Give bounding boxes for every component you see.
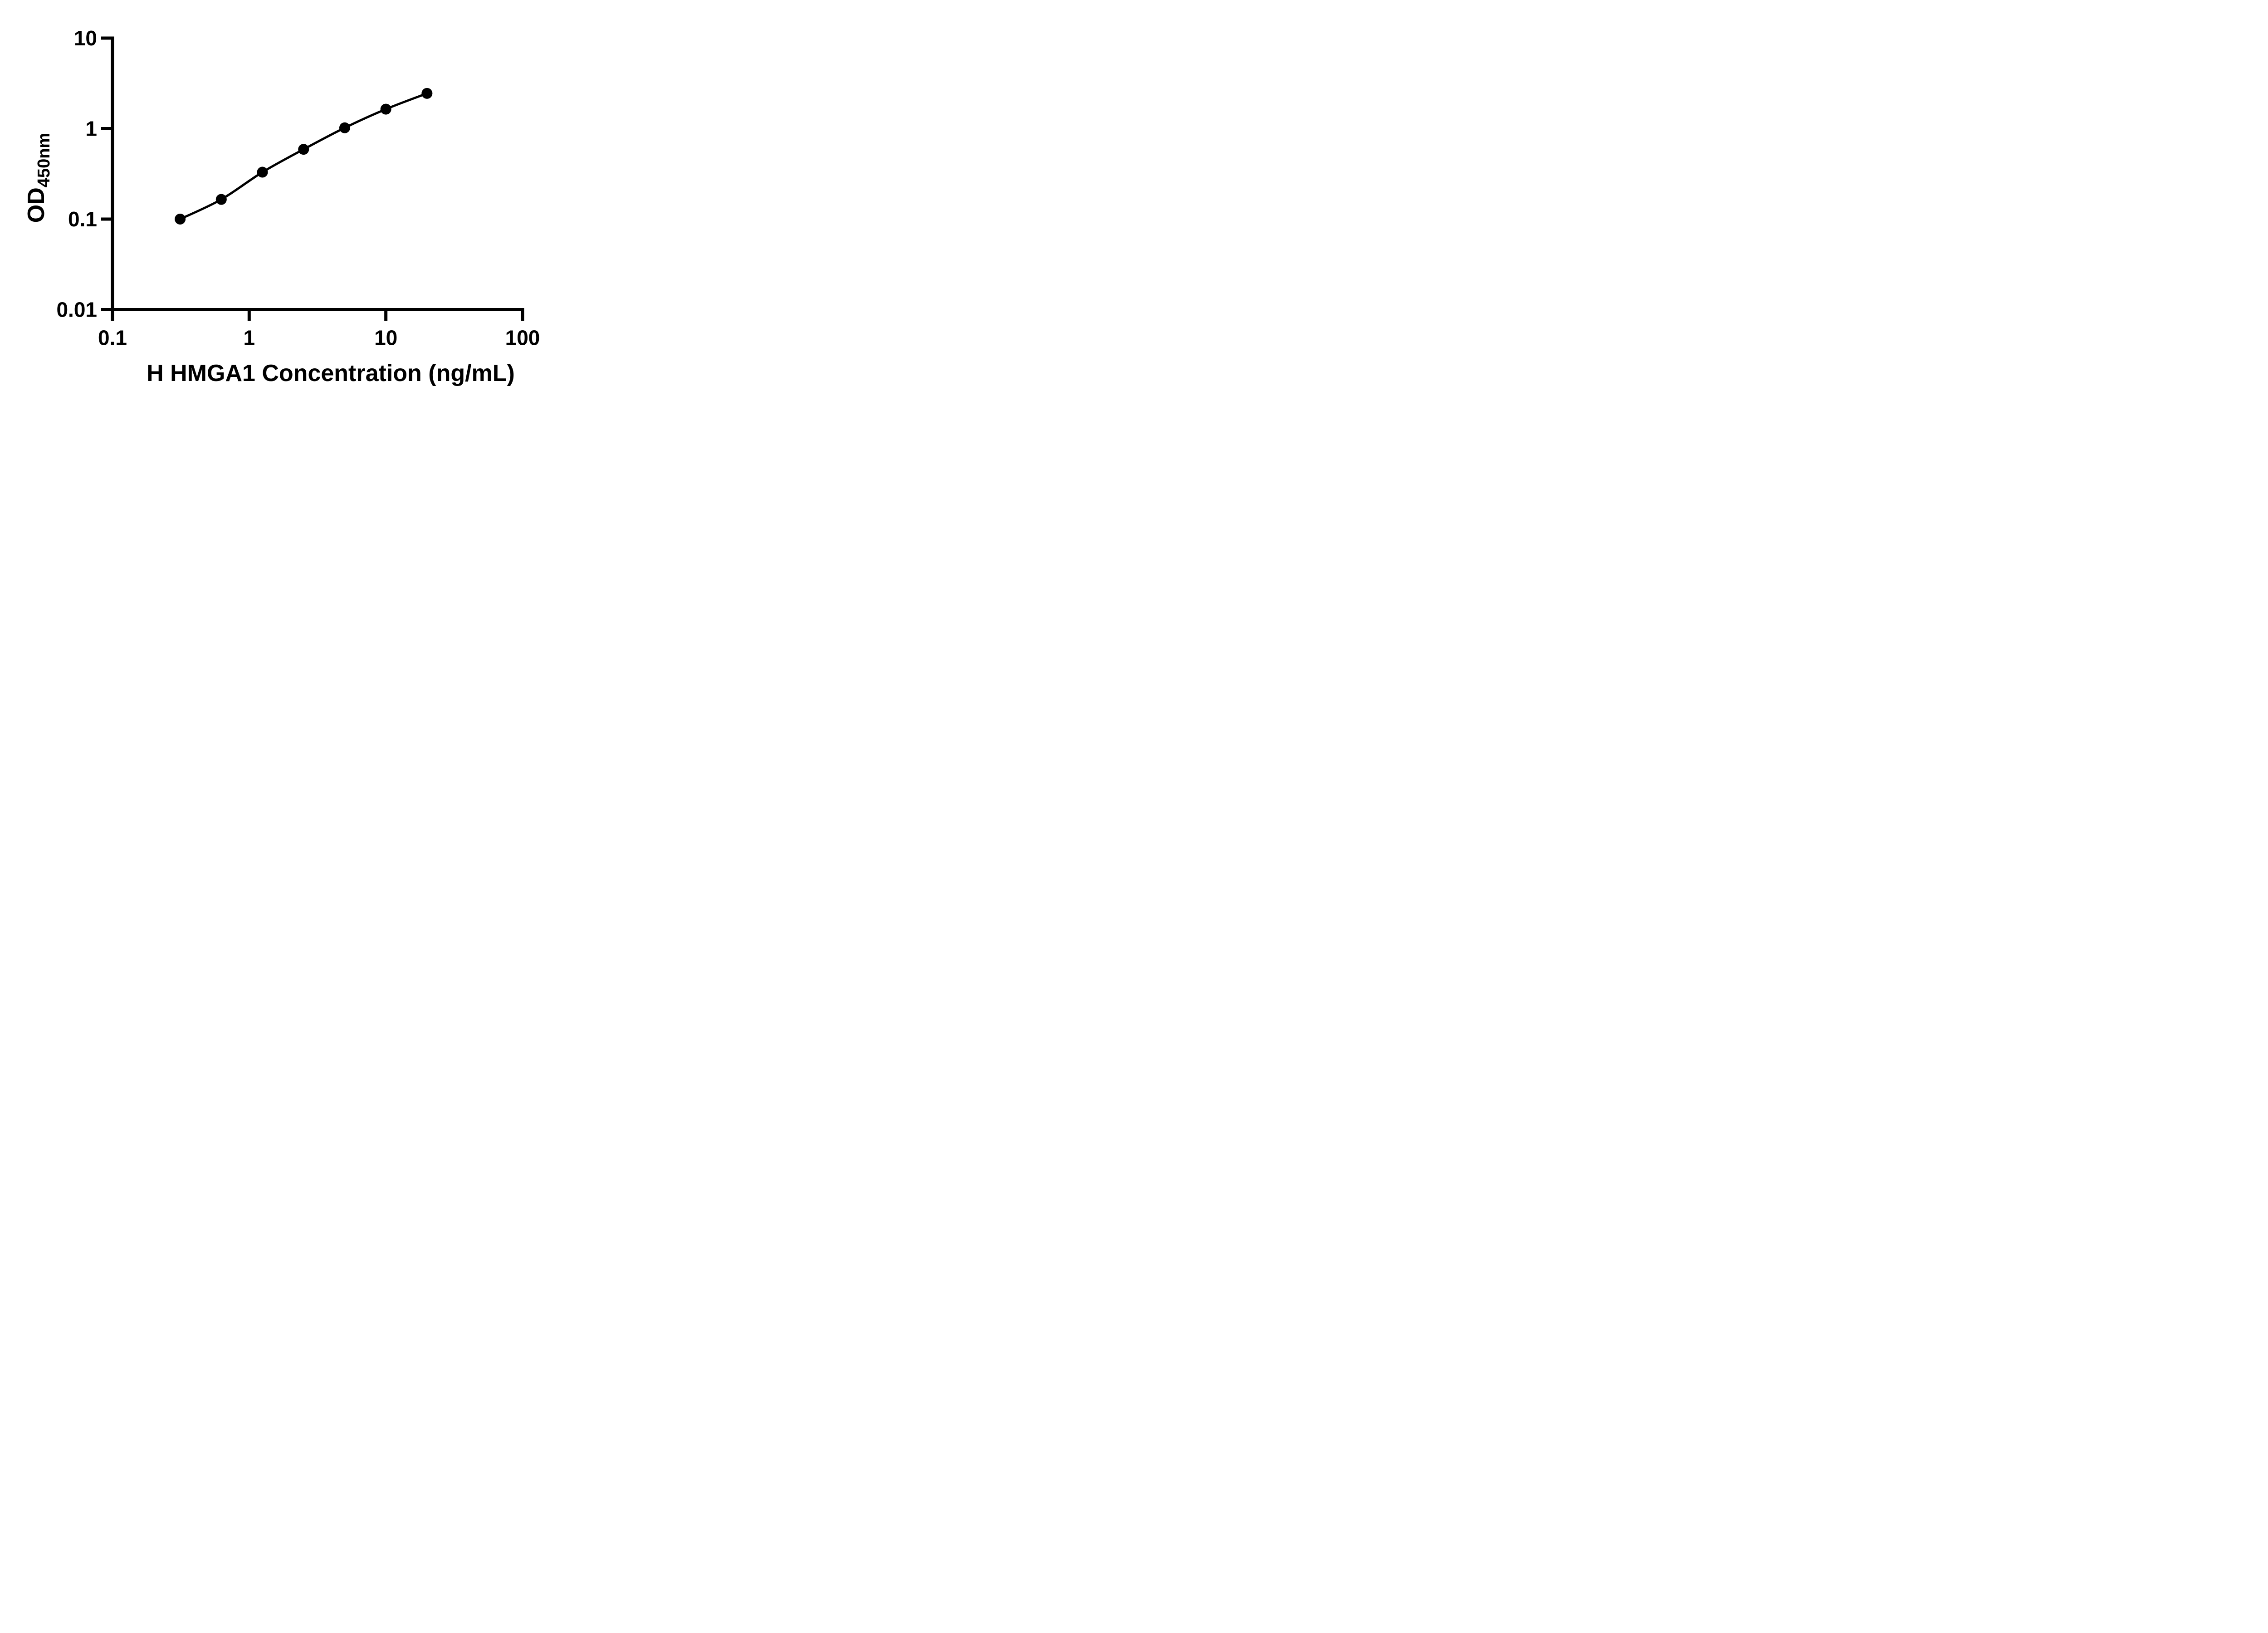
y-tick-label-0.1: 0.1 bbox=[68, 207, 97, 231]
x-axis-title: H HMGA1 Concentration (ng/mL) bbox=[147, 360, 515, 386]
data-point-3 bbox=[257, 166, 268, 178]
x-axis-tick-labels: 0.1 1 10 100 bbox=[98, 326, 540, 350]
x-tick-label-10: 10 bbox=[374, 326, 397, 350]
chart-background bbox=[0, 0, 583, 408]
data-point-7 bbox=[421, 88, 433, 99]
y-axis-ticks bbox=[101, 36, 112, 311]
x-tick-label-100: 100 bbox=[505, 326, 540, 350]
y-tick-label-0.01: 0.01 bbox=[56, 298, 97, 322]
x-axis-ticks bbox=[111, 309, 524, 321]
y-axis-tick-labels: 10 1 0.1 0.01 bbox=[56, 26, 97, 322]
y-axis-title: OD450nm bbox=[23, 133, 54, 223]
x-tick-label-1: 1 bbox=[244, 326, 255, 350]
data-point-6 bbox=[380, 103, 391, 115]
data-point-5 bbox=[339, 122, 350, 133]
y-tick-label-1: 1 bbox=[85, 117, 97, 141]
y-axis-title-subscript: 450nm bbox=[34, 133, 54, 187]
data-point-2 bbox=[215, 194, 227, 205]
x-tick-label-0.1: 0.1 bbox=[98, 326, 127, 350]
y-axis-title-main: OD bbox=[23, 187, 49, 223]
y-tick-label-10: 10 bbox=[74, 26, 97, 50]
data-point-4 bbox=[298, 144, 309, 155]
data-point-1 bbox=[175, 214, 186, 225]
data-point-markers bbox=[175, 88, 433, 225]
